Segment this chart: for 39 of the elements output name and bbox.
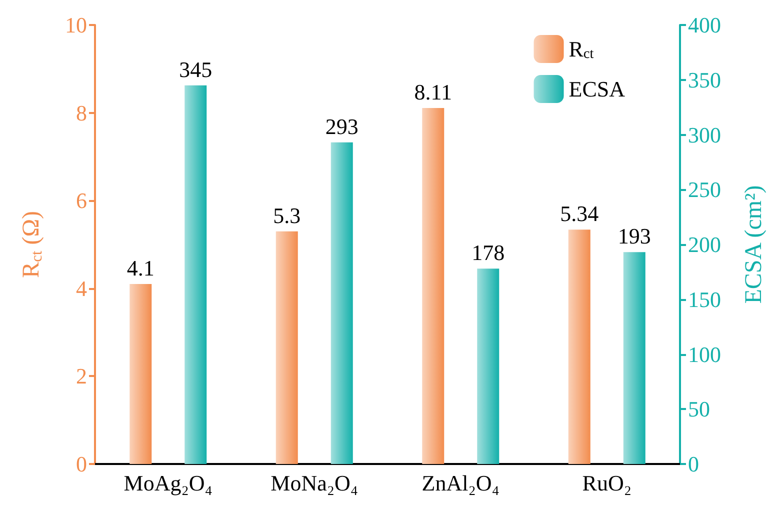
y-tick-label: 10 (65, 12, 87, 38)
data-label: 5.3 (273, 202, 301, 228)
y-tick-label: 6 (76, 188, 87, 214)
data-label: 4.1 (126, 256, 154, 281)
data-label: 5.34 (560, 201, 599, 226)
y-tick-label: 2 (76, 364, 87, 389)
x-tick-label: MoAg₂O₄ (124, 470, 212, 496)
legend-label: Rct (568, 36, 594, 62)
bar (568, 230, 590, 464)
y2-tick-label: 50 (688, 396, 710, 422)
bar (276, 231, 298, 464)
y2-tick-label: 300 (688, 122, 721, 148)
bar (422, 108, 444, 464)
bar (130, 284, 152, 464)
bar (330, 142, 353, 464)
x-tick-label: ZnAl₂O₄ (422, 470, 500, 496)
y2-tick-label: 200 (688, 232, 721, 257)
y2-tick-label: 0 (688, 452, 699, 476)
bar (184, 85, 207, 464)
data-label: 8.11 (414, 79, 452, 104)
data-label: 293 (325, 114, 358, 139)
data-label: 193 (618, 224, 651, 249)
y2-tick-label: 250 (688, 177, 721, 202)
y2-tick-label: 350 (688, 67, 721, 92)
y2-tick-label: 400 (688, 12, 721, 38)
bar (623, 252, 646, 464)
x-tick-label: MoNa₂O₄ (270, 470, 358, 496)
x-tick-label: RuO₂ (582, 470, 632, 496)
y2-tick-label: 100 (688, 342, 721, 367)
data-label: 178 (472, 240, 505, 266)
data-label: 345 (179, 56, 212, 82)
y2-tick-label: 150 (688, 286, 721, 312)
y-axis-title: Rct (Ω) (18, 210, 46, 278)
y2-axis-title: ECSA (cm²) (741, 185, 767, 304)
y-tick-label: 0 (76, 452, 87, 476)
legend-label: ECSA (568, 76, 626, 102)
bar (477, 268, 500, 464)
y-tick-label: 8 (76, 100, 87, 126)
y-tick-label: 4 (76, 276, 87, 301)
